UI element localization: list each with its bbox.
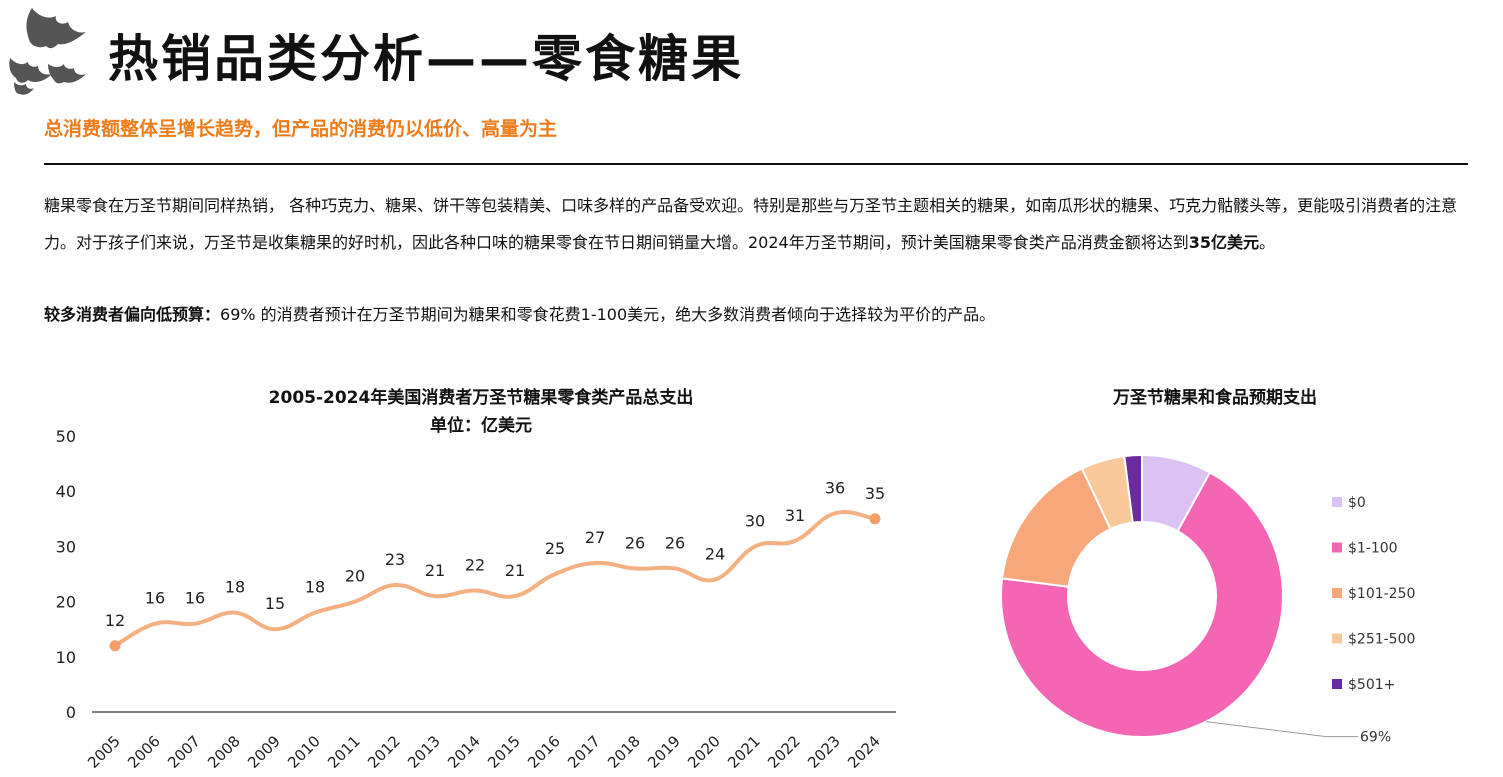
data-label: 24	[705, 545, 725, 564]
legend-label: $251-500	[1348, 632, 1415, 648]
x-tick-label: 2023	[804, 732, 844, 772]
data-label: 25	[545, 539, 565, 558]
line-chart-title: 2005-2024年美国消费者万圣节糖果零食类产品总支出	[269, 387, 694, 408]
data-label: 27	[585, 528, 605, 547]
data-label: 18	[225, 578, 245, 597]
x-tick-label: 2021	[724, 732, 764, 772]
intro-text: 糖果零食在万圣节期间同样热销， 各种巧克力、糖果、饼干等包装精美、口味多样的产品…	[44, 196, 1458, 252]
title-divider	[44, 163, 1468, 165]
data-label: 26	[625, 533, 645, 552]
legend-swatch	[1332, 633, 1342, 644]
data-label: 18	[305, 578, 325, 597]
page-subtitle: 总消费额整体呈增长趋势，但产品的消费仍以低价、高量为主	[44, 118, 558, 140]
data-label: 30	[745, 511, 765, 530]
y-tick-label: 0	[66, 703, 76, 722]
data-label: 23	[385, 550, 405, 569]
series-line	[113, 510, 877, 648]
donut-slice	[1000, 471, 1284, 738]
legend-swatch	[1332, 542, 1342, 553]
x-tick-label: 2015	[484, 732, 524, 772]
data-point	[109, 640, 121, 652]
x-tick-label: 2020	[684, 732, 724, 772]
legend-label: $0	[1348, 495, 1366, 511]
data-label: 36	[825, 478, 845, 497]
data-label: 12	[105, 611, 125, 630]
data-label: 22	[465, 556, 485, 575]
data-label: 16	[145, 589, 165, 608]
data-label: 20	[345, 567, 365, 586]
data-label: 15	[265, 594, 285, 613]
budget-heading: 较多消费者偏向低预算：	[44, 305, 221, 324]
legend-swatch	[1332, 588, 1342, 598]
data-point	[869, 513, 881, 525]
x-tick-label: 2016	[524, 732, 564, 772]
donut-slice	[1123, 453, 1143, 524]
intro-highlight: 35亿美元	[1188, 232, 1260, 252]
budget-text: 69% 的消费者预计在万圣节期间为糖果和零食花费1-100美元，绝大多数消费者倾…	[220, 305, 996, 324]
legend-swatch	[1332, 679, 1342, 689]
x-tick-label: 2013	[404, 732, 444, 772]
x-tick-label: 2005	[84, 732, 124, 772]
x-tick-label: 2006	[124, 732, 164, 772]
slice-data-label: 69%	[1360, 730, 1391, 746]
x-tick-label: 2017	[564, 732, 604, 772]
x-tick-label: 2022	[764, 732, 804, 772]
y-tick-label: 30	[56, 537, 76, 556]
x-tick-label: 2019	[644, 732, 684, 772]
x-tick-label: 2008	[204, 732, 244, 772]
y-tick-label: 40	[56, 482, 76, 501]
data-label: 31	[785, 506, 805, 525]
y-tick-label: 50	[56, 427, 76, 446]
x-tick-label: 2018	[604, 732, 644, 772]
slice-leader-line	[1205, 721, 1359, 738]
bats-icon	[9, 8, 86, 95]
data-label: 35	[865, 484, 885, 503]
x-tick-label: 2024	[844, 732, 884, 772]
data-label: 16	[185, 589, 205, 608]
x-tick-label: 2007	[164, 732, 204, 772]
line-chart: 2005-2024年美国消费者万圣节糖果零食类产品总支出 单位：亿美元 0 10 2…	[56, 387, 896, 772]
legend-swatch	[1332, 497, 1342, 507]
page-title: 热销品类分析——零食糖果	[108, 30, 744, 88]
x-tick-label: 2011	[324, 732, 364, 772]
x-tick-label: 2014	[444, 732, 484, 772]
x-tick-label: 2012	[364, 732, 404, 772]
x-tick-label: 2009	[244, 732, 284, 772]
legend-label: $101-250	[1348, 586, 1415, 602]
donut-chart: 万圣节糖果和食品预期支出 69% $0 $1-100 $101-250 $251-50…	[1000, 387, 1415, 746]
y-tick-label: 20	[56, 593, 76, 612]
line-chart-subtitle: 单位：亿美元	[430, 415, 532, 436]
data-label: 21	[505, 561, 525, 580]
intro-end: 。	[1259, 232, 1276, 252]
data-label: 21	[425, 561, 445, 580]
intro-paragraph: 糖果零食在万圣节期间同样热销， 各种巧克力、糖果、饼干等包装精美、口味多样的产品…	[44, 188, 1484, 261]
donut-chart-title: 万圣节糖果和食品预期支出	[1112, 387, 1317, 408]
legend-label: $1-100	[1348, 541, 1398, 557]
budget-paragraph: 较多消费者偏向低预算：69% 的消费者预计在万圣节期间为糖果和零食花费1-100…	[44, 297, 1484, 334]
legend-label: $501+	[1348, 677, 1395, 693]
x-tick-label: 2010	[284, 732, 324, 772]
y-tick-label: 10	[56, 648, 76, 667]
data-label: 26	[665, 533, 685, 552]
